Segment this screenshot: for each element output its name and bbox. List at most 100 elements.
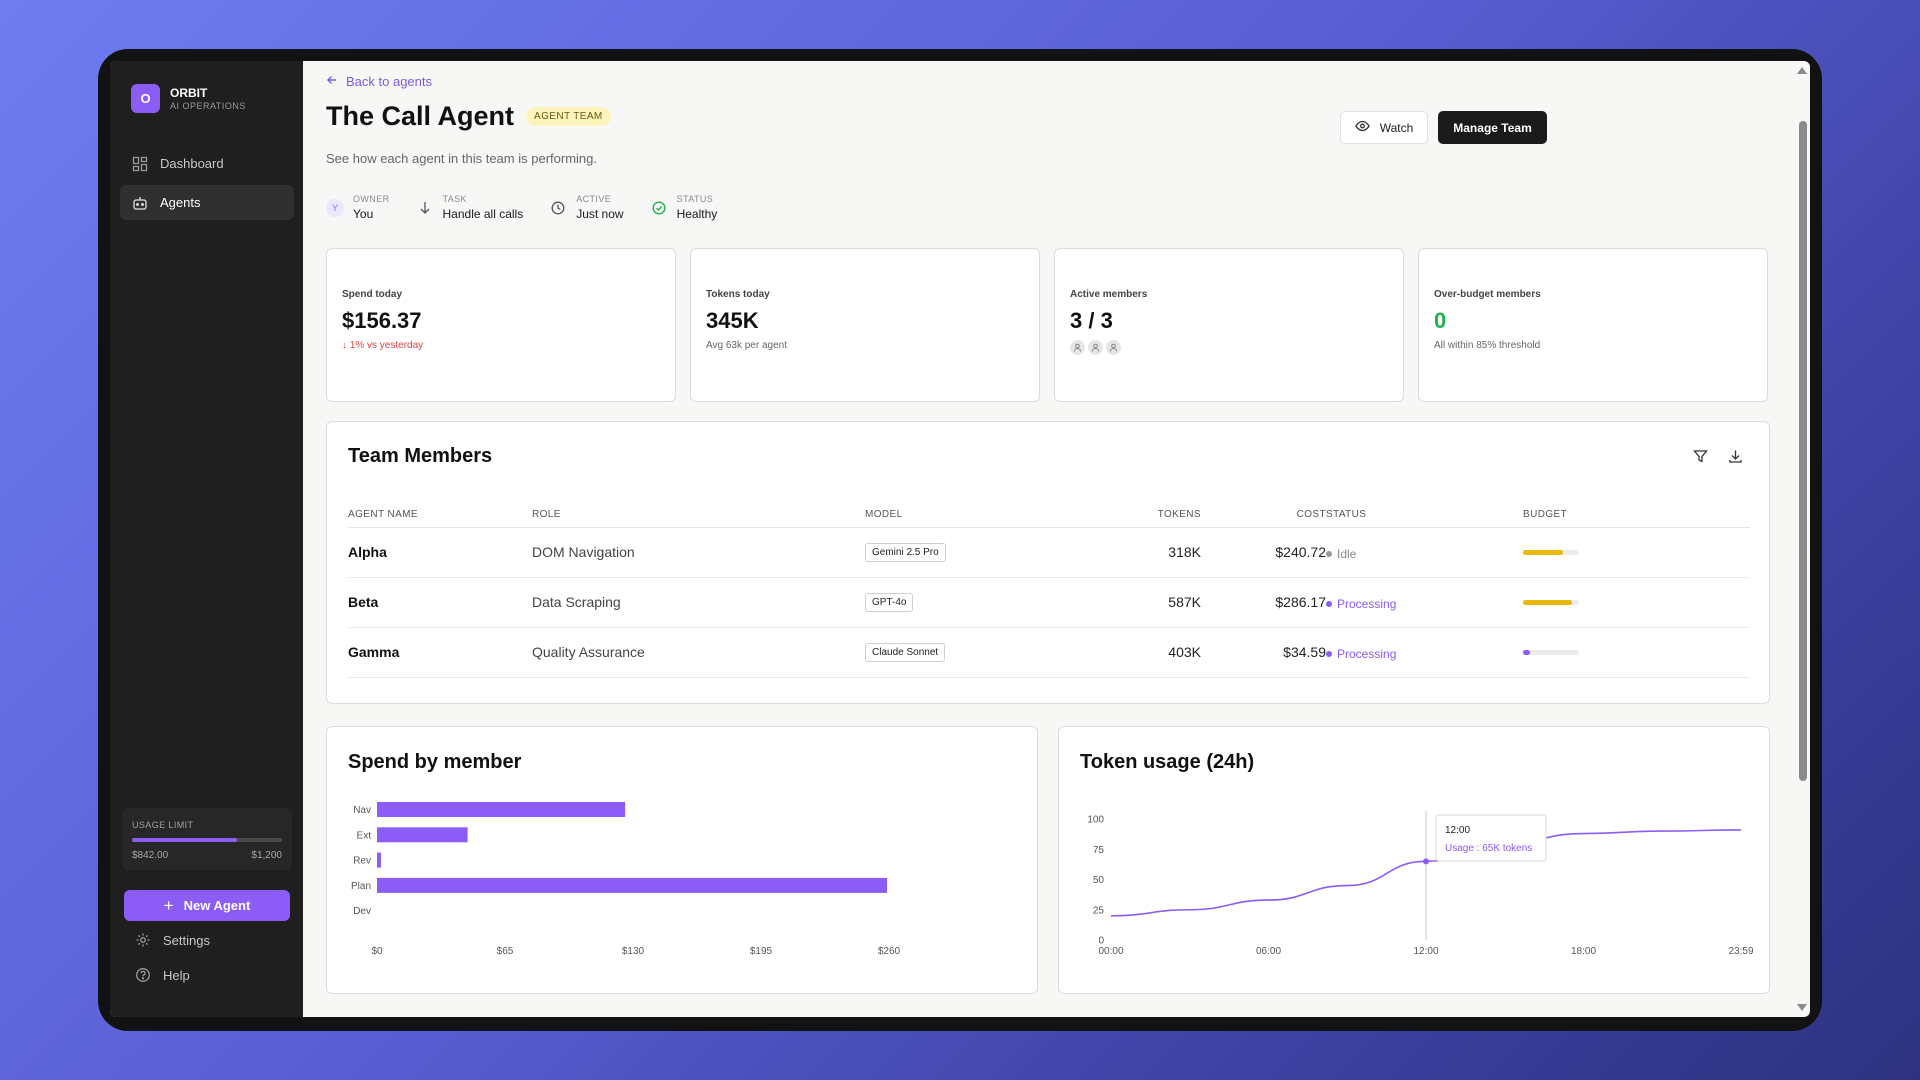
scroll-up-arrow[interactable]: [1797, 67, 1807, 74]
agent-budget: [1523, 627, 1750, 678]
budget-bar: [1523, 549, 1579, 555]
stat-note: All within 85% threshold: [1434, 340, 1541, 351]
scrollbar-thumb[interactable]: [1799, 121, 1807, 781]
meta-task: TASK Handle all calls: [416, 194, 524, 221]
spend-chart-card: Spend by member Nav Ext Rev Plan Dev $0 $65 $13…: [326, 726, 1038, 994]
agent-budget: [1523, 577, 1750, 628]
col-tokens[interactable]: TOKENS: [1105, 502, 1201, 528]
budget-bar: [1523, 649, 1579, 655]
col-cost[interactable]: COST: [1201, 502, 1326, 528]
model-tag: GPT-4o: [865, 593, 914, 612]
sidebar-item-dashboard[interactable]: Dashboard: [120, 146, 294, 181]
y-tick-label: 25: [1093, 905, 1105, 916]
device-frame: O ORBIT AI OPERATIONS Dashboard: [98, 49, 1822, 1031]
agent-role: Data Scraping: [532, 577, 865, 628]
back-link[interactable]: Back to agents: [326, 74, 432, 89]
meta-owner: Y OWNER You: [326, 194, 390, 221]
data-point: [1423, 858, 1429, 865]
stat-over-budget: Over-budget members 0 All within 85% thr…: [1418, 248, 1768, 402]
bar-plan: [377, 877, 888, 893]
stat-value: $156.37: [342, 308, 422, 333]
stat-label: Tokens today: [706, 289, 770, 300]
col-model[interactable]: MODEL: [865, 502, 1105, 528]
agent-tokens: 403K: [1105, 627, 1201, 678]
status-dot: [1326, 550, 1332, 557]
x-tick-label: 06:00: [1256, 946, 1281, 957]
x-tick-label: $195: [750, 946, 773, 957]
tooltip-value: Usage : 65K tokens: [1445, 843, 1532, 854]
agent-model: Claude Sonnet: [865, 627, 1105, 678]
new-agent-label: New Agent: [183, 898, 251, 913]
sidebar-item-agents[interactable]: Agents: [120, 185, 294, 220]
new-agent-button[interactable]: + New Agent: [124, 890, 290, 921]
stat-spend-today: Spend today $156.37 ↓ 1% vs yesterday: [326, 248, 676, 402]
sidebar-item-settings[interactable]: Settings: [135, 932, 210, 948]
brand: O ORBIT AI OPERATIONS: [131, 84, 246, 113]
col-role[interactable]: ROLE: [532, 502, 865, 528]
team-members-card: Team Members AGENT NAME ROLE MODEL: [326, 421, 1770, 704]
help-label: Help: [163, 967, 190, 983]
main-content: Back to agents The Call Agent AGENT TEAM…: [303, 61, 1810, 1017]
model-tag: Gemini 2.5 Pro: [865, 543, 946, 562]
dashboard-icon: [132, 156, 148, 172]
eye-icon: [1354, 120, 1370, 135]
settings-label: Settings: [163, 932, 210, 948]
x-tick-label: $130: [622, 946, 645, 957]
meta-label: ACTIVE: [576, 194, 612, 204]
watch-button[interactable]: Watch: [1340, 111, 1428, 144]
stat-active-members: Active members 3 / 3: [1054, 248, 1404, 402]
meta-value: Handle all calls: [442, 207, 524, 221]
table-row[interactable]: Alpha DOM Navigation Gemini 2.5 Pro 318K $24…: [348, 527, 1750, 578]
meta-status: STATUS Healthy: [650, 194, 717, 221]
stat-note: 1% vs yesterday: [349, 340, 424, 351]
table-row[interactable]: Beta Data Scraping GPT-4o 587K $286.17 Proces…: [348, 577, 1750, 628]
meta-label: TASK: [442, 194, 467, 204]
y-tick-label: 0: [1098, 936, 1104, 947]
download-icon[interactable]: [1728, 449, 1743, 469]
x-tick-label: $65: [497, 946, 514, 957]
sidebar-nav: Dashboard Agents: [120, 146, 294, 224]
status-dot: [1326, 600, 1332, 607]
page-header: The Call Agent AGENT TEAM: [326, 101, 611, 132]
sidebar-item-label: Dashboard: [160, 156, 224, 171]
usage-limit: $1,200: [251, 850, 282, 861]
agent-cost: $34.59: [1201, 627, 1326, 678]
manage-team-button[interactable]: Manage Team: [1438, 111, 1547, 144]
chart-tooltip: 12:00 Usage : 65K tokens: [1435, 814, 1547, 862]
col-budget[interactable]: BUDGET: [1523, 502, 1750, 528]
table-tools: [1693, 449, 1743, 469]
scroll-down-arrow[interactable]: [1797, 1004, 1807, 1011]
agent-budget: [1523, 527, 1750, 578]
col-agent-name[interactable]: AGENT NAME: [348, 502, 532, 528]
sidebar: O ORBIT AI OPERATIONS Dashboard: [110, 61, 303, 1017]
agent-status: Processing: [1326, 627, 1523, 678]
filter-icon[interactable]: [1693, 449, 1708, 469]
app-screen: O ORBIT AI OPERATIONS Dashboard: [110, 61, 1810, 1017]
budget-fill: [1523, 549, 1564, 555]
y-tick-label: Nav: [353, 805, 371, 816]
clock-icon: [549, 199, 567, 217]
x-tick-label: 18:00: [1571, 946, 1596, 957]
status-badge: Idle: [1326, 547, 1356, 561]
agent-name[interactable]: Beta: [348, 577, 532, 628]
col-status[interactable]: STATUS: [1326, 502, 1523, 528]
table-header-row: AGENT NAME ROLE MODEL TOKENS COST STATUS…: [348, 502, 1750, 528]
model-tag: Claude Sonnet: [865, 643, 946, 662]
meta-value: You: [353, 207, 374, 221]
stat-value: 0: [1434, 308, 1447, 333]
arrow-down-icon: [416, 199, 434, 217]
sidebar-item-help[interactable]: Help: [135, 967, 190, 983]
check-circle-icon: [650, 199, 668, 217]
table-row[interactable]: Gamma Quality Assurance Claude Sonnet 403K $…: [348, 627, 1750, 678]
usage-limit-card: USAGE LIMIT $842.00 $1,200: [122, 808, 292, 870]
user-icon: [1088, 340, 1103, 355]
usage-progress-bar: [132, 838, 282, 842]
stat-cards: Spend today $156.37 ↓ 1% vs yesterday To…: [326, 248, 1768, 402]
agent-name[interactable]: Gamma: [348, 627, 532, 678]
robot-icon: [132, 195, 148, 211]
agent-model: GPT-4o: [865, 577, 1105, 628]
x-tick-label: 23:59: [1728, 946, 1753, 957]
budget-fill: [1523, 599, 1573, 605]
agent-name[interactable]: Alpha: [348, 527, 532, 578]
agent-tokens: 318K: [1105, 527, 1201, 578]
